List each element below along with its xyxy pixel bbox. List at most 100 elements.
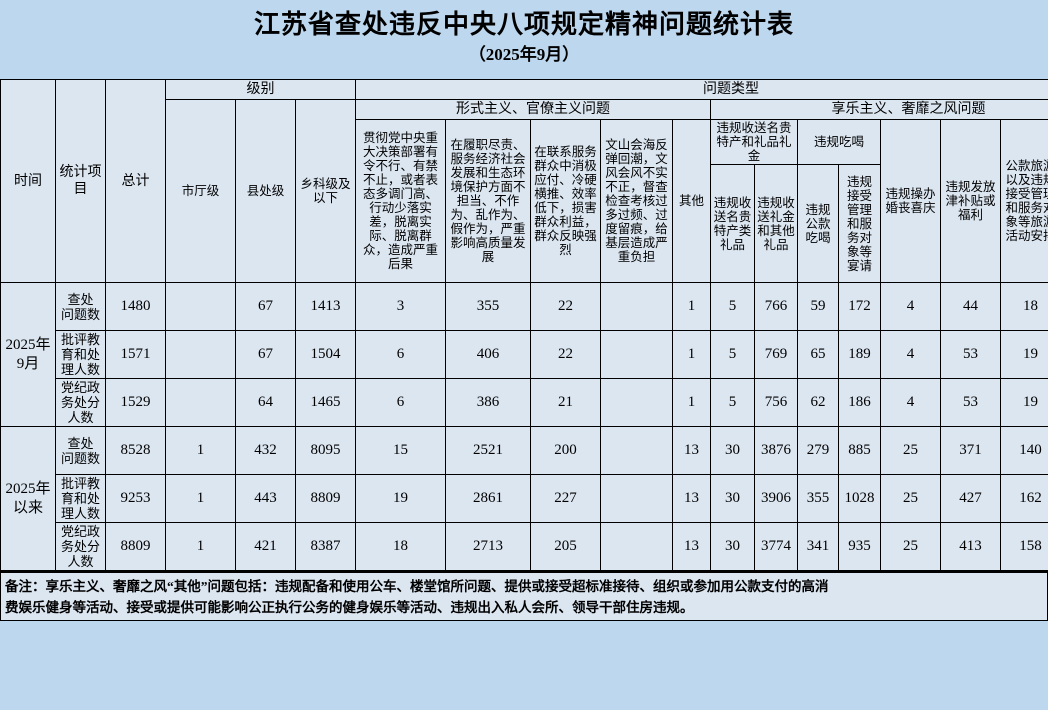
header-formalism-other: 其他: [672, 119, 711, 283]
cell-f2: 386: [445, 378, 531, 427]
cell-xianchu: 67: [235, 282, 296, 331]
row-item-label: 批评教 育和处 理人数: [55, 474, 106, 523]
cell-xiangke: 8387: [295, 522, 356, 571]
header-level-xianchu: 县处级: [235, 99, 296, 283]
page-subtitle: （2025年9月）: [468, 45, 580, 64]
cell-f-other: 13: [672, 522, 711, 571]
cell-f1: 19: [355, 474, 446, 523]
cell-f2: 406: [445, 330, 531, 379]
cell-xiangke: 8809: [295, 474, 356, 523]
cell-g2: 3876: [754, 426, 798, 475]
cell-f4: [600, 522, 673, 571]
cell-f4: [600, 378, 673, 427]
cell-f4: [600, 330, 673, 379]
cell-f-other: 1: [672, 330, 711, 379]
data-row: 2025年 9月 查处 问题数 1480 67 1413 3 355 22 1 …: [0, 282, 1048, 427]
cell-xiangke: 8095: [295, 426, 356, 475]
cell-e2: 189: [838, 330, 881, 379]
cell-subsidy: 53: [940, 378, 1001, 427]
cell-g2: 766: [754, 282, 798, 331]
cell-e2: 1028: [838, 474, 881, 523]
cell-f3: 200: [530, 426, 601, 475]
cell-g1: 5: [710, 282, 755, 331]
header-formalism-col-2: 在履职尽责、服务经济社会发展和生态环境保护方面不担当、不作为、乱作为、假作为，严…: [445, 119, 531, 283]
cell-f1: 6: [355, 330, 446, 379]
header-hedonism-group: 享乐主义、奢靡之风问题: [709, 99, 1048, 120]
cell-f3: 205: [530, 522, 601, 571]
cell-e1: 355: [797, 474, 839, 523]
cell-f2: 2861: [445, 474, 531, 523]
cell-wedding: 25: [880, 474, 941, 523]
row-item-label: 批评教 育和处 理人数: [55, 330, 106, 379]
group-label-2-line1: 2025年: [5, 480, 51, 497]
row-item-label: 查处 问题数: [55, 282, 106, 331]
cell-f1: 15: [355, 426, 446, 475]
cell-f2: 2713: [445, 522, 531, 571]
cell-g2: 3774: [754, 522, 798, 571]
cell-f-other: 1: [672, 378, 711, 427]
footer-note-line-2: 费娱乐健身等活动、接受或提供可能影响公正执行公务的健身娱乐等活动、违规出入私人会…: [5, 600, 694, 615]
cell-e1: 279: [797, 426, 839, 475]
data-row: 2025年 以来 查处 问题数 8528 1 432 8095 15 2521 …: [0, 426, 1048, 571]
cell-total: 1529: [105, 378, 166, 427]
footer-note-line-1: 备注：享乐主义、奢靡之风“其他”问题包括：违规配备和使用公车、楼堂馆所问题、提供…: [5, 579, 829, 594]
cell-f4: [600, 282, 673, 331]
cell-e1: 341: [797, 522, 839, 571]
cell-e1: 62: [797, 378, 839, 427]
cell-shiting: 1: [165, 426, 236, 475]
cell-xianchu: 67: [235, 330, 296, 379]
cell-subsidy: 53: [940, 330, 1001, 379]
row-item-label: 党纪政 务处分 人数: [55, 378, 106, 427]
cell-travel: 162: [1000, 474, 1048, 523]
cell-wedding: 25: [880, 426, 941, 475]
header-row-4: 违规收送名贵特产类礼品 违规收送礼金和其他礼品 违规公款吃喝 违规接受管理和服务…: [1, 164, 1048, 283]
cell-xiangke: 1465: [295, 378, 356, 427]
cell-f4: [600, 474, 673, 523]
cell-g1: 30: [710, 426, 755, 475]
cell-total: 1480: [105, 282, 166, 331]
cell-f-other: 1: [672, 282, 711, 331]
page-title: 江苏省查处违反中央八项规定精神问题统计表: [253, 10, 794, 39]
cell-shiting: [165, 330, 236, 379]
cell-e2: 885: [838, 426, 881, 475]
cell-xiangke: 1504: [295, 330, 356, 379]
cell-total: 9253: [105, 474, 166, 523]
cell-subsidy: 44: [940, 282, 1001, 331]
cell-f1: 3: [355, 282, 446, 331]
cell-travel: 19: [1000, 378, 1048, 427]
header-gift-col-1: 违规收送名贵特产类礼品: [710, 164, 755, 283]
header-formalism-col-3: 在联系服务群众中消极应付、冷硬横推、效率低下，损害群众利益，群众反映强烈: [530, 119, 601, 283]
cell-travel: 140: [1000, 426, 1048, 475]
cell-f2: 355: [445, 282, 531, 331]
header-wedding: 违规操办婚丧喜庆: [880, 119, 941, 283]
header-gift-col-2: 违规收送礼金和其他礼品: [754, 164, 798, 283]
cell-g1: 30: [710, 522, 755, 571]
cell-shiting: [165, 282, 236, 331]
group-label-2-line2: 以来: [12, 499, 43, 516]
cell-xianchu: 432: [235, 426, 296, 475]
header-eat-col-1: 违规公款吃喝: [797, 164, 839, 283]
cell-f4: [600, 426, 673, 475]
cell-wedding: 4: [880, 282, 941, 331]
header-formalism-col-1: 贯彻党中央重大决策部署有令不行、有禁不止，或者表态多调门高、行动少落实差，脱离实…: [355, 119, 446, 283]
title-band: 江苏省查处违反中央八项规定精神问题统计表 （2025年9月）: [0, 0, 1048, 79]
cell-wedding: 25: [880, 522, 941, 571]
cell-g2: 756: [754, 378, 798, 427]
cell-f2: 2521: [445, 426, 531, 475]
cell-xianchu: 64: [235, 378, 296, 427]
header-row-1: 时间 统计项目 总计 级别 问题类型: [0, 79, 1048, 283]
data-row: 批评教 育和处 理人数 1571 67 1504 6 406 22 1 5 76…: [1, 330, 1048, 379]
cell-travel: 158: [1000, 522, 1048, 571]
header-time: 时间: [0, 79, 56, 283]
cell-f-other: 13: [672, 474, 711, 523]
header-travel: 公款旅游以及违规接受管理和服务对象等旅游活动安排: [1000, 119, 1048, 283]
cell-g1: 5: [710, 330, 755, 379]
cell-f3: 22: [530, 330, 601, 379]
cell-travel: 19: [1000, 330, 1048, 379]
cell-g1: 30: [710, 474, 755, 523]
header-eat-group: 违规吃喝: [797, 119, 881, 165]
cell-shiting: [165, 378, 236, 427]
cell-f3: 22: [530, 282, 601, 331]
header-subsidy: 违规发放津补贴或福利: [940, 119, 1001, 283]
